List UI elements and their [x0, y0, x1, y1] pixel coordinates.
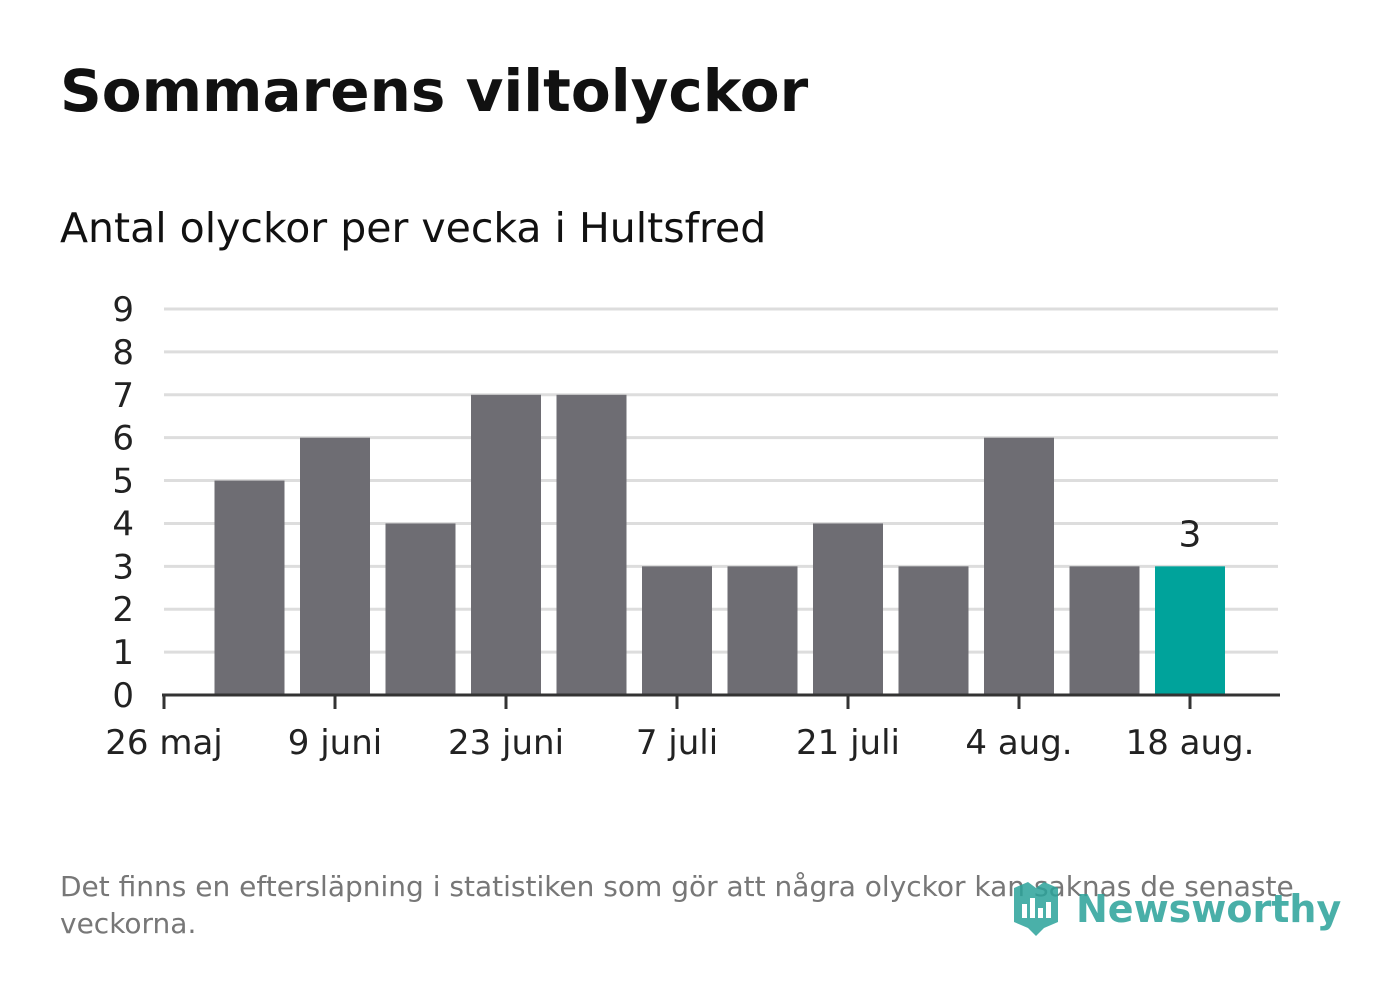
- chart-title: Sommarens viltolyckor: [60, 57, 809, 125]
- y-tick-label: 7: [112, 376, 134, 416]
- x-tick-label: 9 juni: [288, 723, 382, 763]
- bar: [556, 394, 627, 695]
- bar: [385, 523, 456, 695]
- bar: [1069, 566, 1140, 695]
- bar-highlight: [1155, 566, 1225, 695]
- bar: [471, 394, 541, 695]
- y-tick-label: 1: [112, 633, 134, 673]
- y-tick-label: 5: [112, 462, 134, 502]
- x-tick-label: 7 juli: [636, 723, 718, 763]
- bar: [727, 566, 798, 695]
- x-tick-label: 21 juli: [796, 723, 900, 763]
- data-label: 3: [1179, 514, 1202, 555]
- bar: [214, 480, 285, 695]
- y-tick-label: 2: [112, 590, 134, 630]
- newsworthy-logo: Newsworthy: [1010, 878, 1341, 940]
- newsworthy-logo-icon: [1014, 882, 1058, 936]
- x-tick-label: 26 maj: [105, 723, 222, 763]
- y-tick-label: 6: [112, 419, 134, 459]
- y-tick-label: 9: [112, 290, 134, 330]
- logo-text: Newsworthy: [1076, 887, 1342, 931]
- x-tick-label: 23 juni: [448, 723, 564, 763]
- x-tick-label: 18 aug.: [1126, 723, 1255, 763]
- y-tick-label: 8: [112, 333, 134, 373]
- bar: [300, 437, 370, 695]
- bar: [642, 566, 712, 695]
- bar: [813, 523, 883, 695]
- x-tick-label: 4 aug.: [965, 723, 1072, 763]
- y-tick-label: 4: [112, 504, 134, 544]
- bar: [984, 437, 1054, 695]
- bar: [898, 566, 969, 695]
- footnote: Det finns en eftersläpning i statistiken…: [60, 870, 1294, 940]
- y-tick-label: 3: [112, 547, 134, 587]
- chart-subtitle: Antal olyckor per vecka i Hultsfred: [60, 204, 767, 252]
- y-tick-label: 0: [112, 676, 134, 716]
